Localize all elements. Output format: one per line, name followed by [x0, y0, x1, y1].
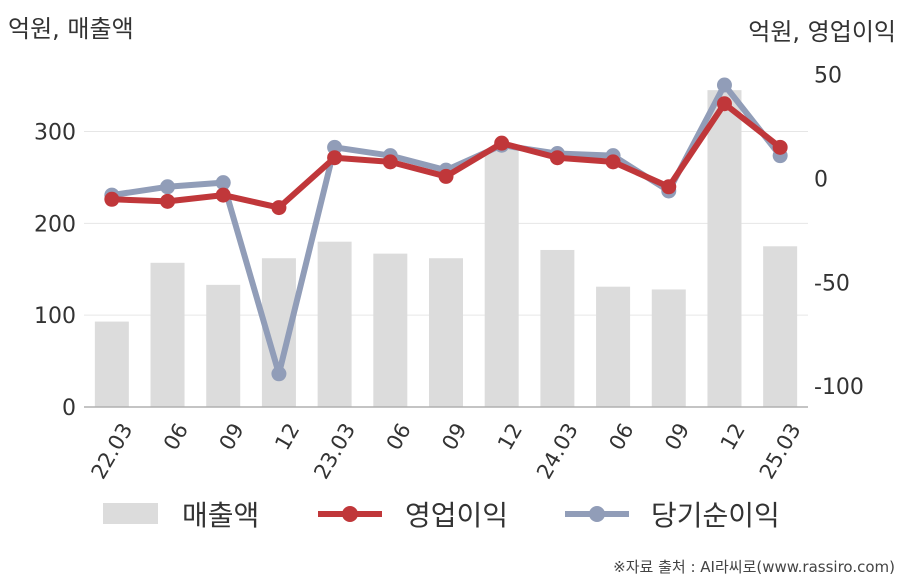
legend-label-revenue: 매출액: [182, 499, 259, 532]
right-axis-ticks: 50 0 -50 -100: [814, 64, 864, 401]
profit-lines: [104, 77, 788, 382]
legend-item-operating-profit: 영업이익: [318, 499, 508, 532]
x-tick-label: 12: [493, 419, 527, 454]
legend-item-revenue: 매출액: [103, 499, 259, 532]
right-tick-label: -50: [814, 271, 850, 296]
operating-profit-point: [772, 139, 788, 155]
x-tick-label: 23.03: [309, 419, 360, 483]
left-axis-ticks: 0 100 200 300: [34, 120, 76, 421]
revenue-bar: [94, 321, 129, 407]
x-tick-label: 25.03: [755, 419, 806, 483]
legend-label-net-income: 당기순이익: [651, 499, 780, 532]
legend-marker-red: [342, 506, 358, 522]
operating-profit-point: [160, 193, 176, 209]
x-tick-label: 22.03: [86, 419, 137, 483]
net-income-point: [716, 77, 732, 93]
net-income-point: [327, 139, 343, 155]
x-tick-label: 09: [215, 419, 249, 454]
left-tick-label: 200: [34, 212, 76, 237]
operating-profit-point: [605, 154, 621, 170]
revenue-bar: [763, 246, 798, 407]
operating-profit-point: [549, 150, 565, 166]
operating-profit-point: [104, 191, 120, 207]
net-income-point: [271, 366, 287, 382]
revenue-bar: [596, 286, 631, 407]
revenue-bar: [540, 249, 575, 407]
operating-profit-point: [716, 96, 732, 112]
operating-profit-point: [661, 179, 677, 195]
operating-profit-point: [494, 135, 510, 151]
legend-bar-swatch: [103, 503, 158, 524]
left-tick-label: 100: [34, 304, 76, 329]
operating-profit-line: [108, 100, 784, 211]
x-tick-label: 24.03: [532, 419, 583, 483]
x-tick-label: 06: [382, 419, 416, 454]
revenue-bar: [651, 289, 686, 407]
right-tick-label: -100: [814, 375, 864, 400]
net-income-point: [160, 179, 176, 195]
x-axis-ticks: 22.03 06 09 12 23.03 06 09 12 24.03 06 09 12 25.03: [86, 419, 805, 483]
x-tick-label: 09: [437, 419, 471, 454]
x-tick-label: 06: [159, 419, 193, 454]
legend-item-net-income: 당기순이익: [565, 499, 780, 532]
revenue-bar: [373, 253, 408, 407]
right-tick-label: 0: [814, 167, 828, 192]
x-tick-label: 12: [716, 419, 750, 454]
revenue-bars: [94, 90, 798, 407]
left-axis-unit: 억원, 매출액: [8, 15, 134, 43]
legend-label-operating-profit: 영업이익: [405, 499, 508, 532]
operating-profit-point: [271, 200, 287, 216]
operating-profit-point: [215, 187, 231, 203]
revenue-bar: [484, 149, 519, 407]
left-tick-label: 300: [34, 120, 76, 145]
revenue-bar: [707, 90, 742, 407]
operating-profit-point: [327, 150, 343, 166]
operating-profit-point: [438, 168, 454, 184]
x-tick-label: 06: [604, 419, 638, 454]
legend: 매출액 영업이익 당기순이익: [103, 499, 780, 532]
right-tick-label: 50: [814, 64, 842, 89]
right-axis-unit: 억원, 영업이익: [748, 18, 896, 46]
revenue-bar: [317, 241, 352, 407]
revenue-bar: [429, 258, 463, 407]
net-income-point: [215, 175, 231, 191]
revenue-bar: [206, 284, 241, 407]
x-tick-label: 12: [270, 419, 304, 454]
x-tick-label: 09: [660, 419, 694, 454]
revenue-bar: [150, 262, 185, 407]
left-tick-label: 0: [62, 396, 76, 421]
legend-marker-gray: [589, 506, 605, 522]
source-text: ※자료 출처 : AI라씨로(www.rassiro.com): [613, 558, 895, 576]
operating-profit-point: [382, 154, 398, 170]
